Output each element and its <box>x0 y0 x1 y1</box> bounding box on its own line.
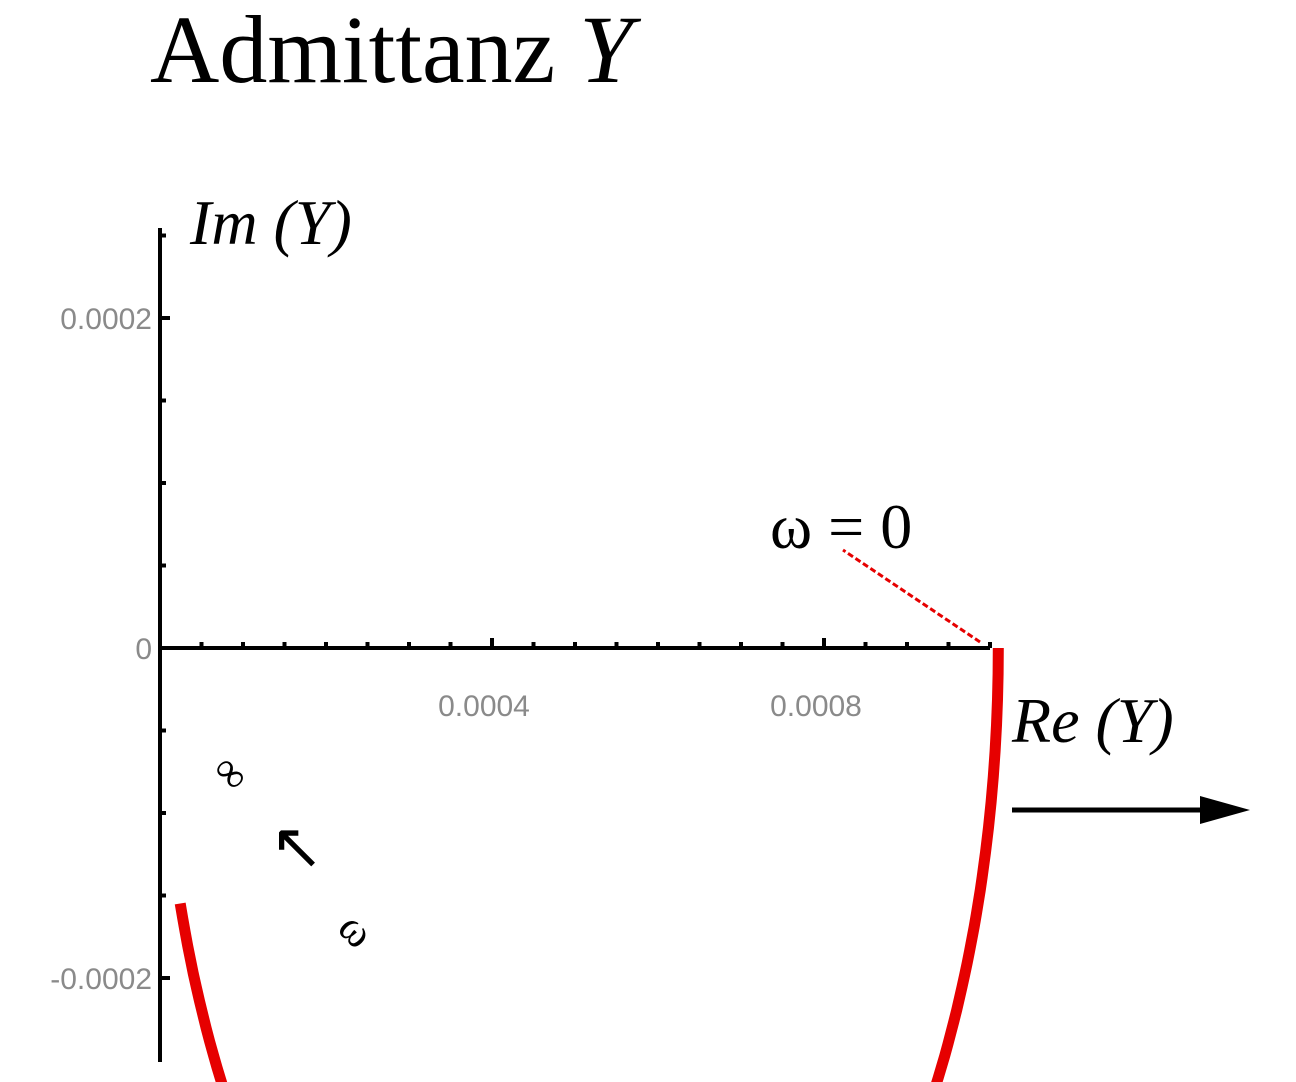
x-tick-label: 0.0008 <box>770 690 862 723</box>
y-tick-label: -0.0002 <box>50 963 152 996</box>
curve-segment <box>931 647 1004 1082</box>
axis-labels: Im (Y) Re (Y) <box>189 187 1250 824</box>
x-direction-arrowhead <box>1200 796 1250 824</box>
y-tick-label: 0 <box>135 633 152 666</box>
chart-title-text: Admittanz <box>150 0 556 103</box>
ticks <box>160 233 992 980</box>
omega-zero-leader <box>842 548 981 644</box>
x-tick-label: 0.0004 <box>438 690 530 723</box>
y-tick-label: 0.0004 <box>60 0 152 6</box>
omega-symbol-label: ω <box>329 902 384 957</box>
chart-title-symbol: Y <box>579 0 633 103</box>
omega-zero-label: ω = 0 <box>770 491 912 562</box>
series-layer <box>174 548 1004 1082</box>
x-axis-label: Re (Y) <box>1011 685 1174 756</box>
y-tick-label: 0.0002 <box>60 303 152 336</box>
y-axis-label: Im (Y) <box>189 187 352 258</box>
chart-title: Admittanz Y <box>150 0 633 100</box>
direction-arrow-label: ↖ <box>270 811 324 882</box>
annotations: ω = 0 ∞↖ω <box>203 491 912 958</box>
omega-infinity-label: ∞ <box>203 744 260 801</box>
curve-segment <box>174 902 228 1082</box>
